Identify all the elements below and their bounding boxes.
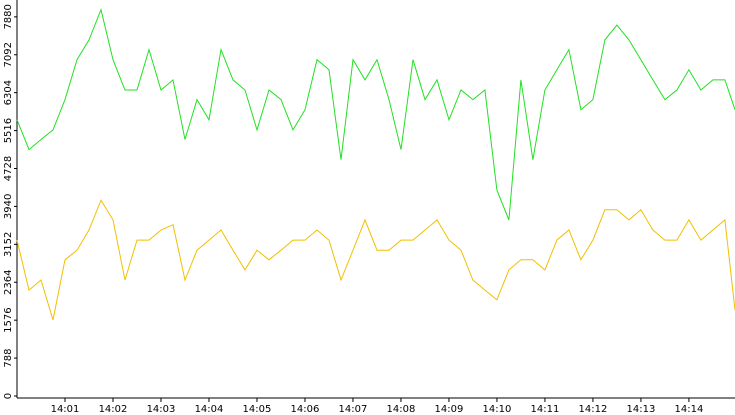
- y-tick-label: 2364: [3, 270, 14, 295]
- y-tick-label: 4728: [3, 156, 14, 181]
- x-tick-label: 14:13: [627, 404, 656, 415]
- x-tick-label: 14:04: [195, 404, 224, 415]
- x-tick-label: 14:12: [579, 404, 608, 415]
- y-tick-label: 3940: [3, 194, 14, 219]
- x-tick-label: 14:07: [339, 404, 368, 415]
- y-tick-label: 0: [3, 393, 14, 399]
- x-tick-label: 14:01: [51, 404, 80, 415]
- y-tick-label: 6304: [3, 80, 14, 105]
- x-tick-label: 14:14: [675, 404, 704, 415]
- y-tick-label: 1576: [3, 307, 14, 332]
- x-tick-label: 14:05: [243, 404, 272, 415]
- x-tick-label: 14:11: [531, 404, 560, 415]
- x-tick-label: 14:08: [387, 404, 416, 415]
- y-tick-label: 788: [3, 349, 14, 368]
- line-series: [16, 7, 735, 221]
- x-tick-label: 14:10: [483, 404, 512, 415]
- line-series: [16, 199, 735, 321]
- y-tick-label: 7880: [3, 4, 14, 29]
- x-tick-label: 14:09: [435, 404, 464, 415]
- x-tick-label: 14:06: [291, 404, 320, 415]
- y-tick-label: 7092: [3, 42, 14, 67]
- x-tick-label: 14:03: [147, 404, 176, 415]
- x-tick-label: 14:02: [99, 404, 128, 415]
- y-tick-label: 3152: [3, 232, 14, 257]
- y-tick-label: 5516: [3, 118, 14, 143]
